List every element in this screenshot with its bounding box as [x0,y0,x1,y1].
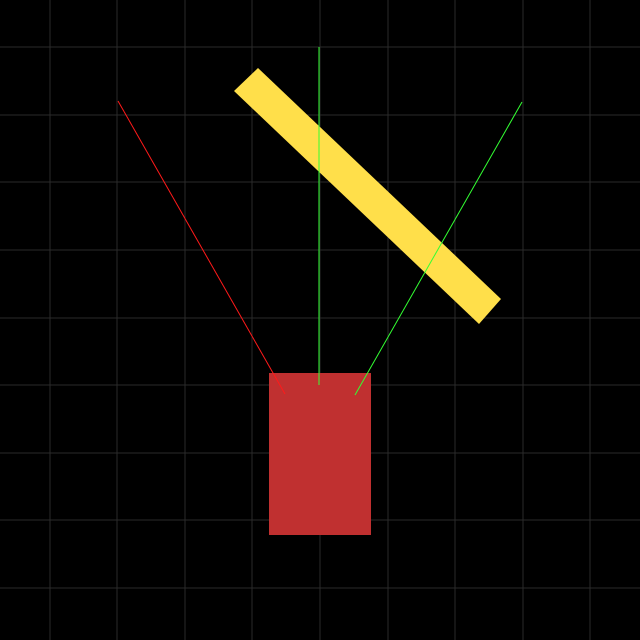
red-block [269,373,371,535]
red-ray [117,100,286,395]
yellow-bar [234,68,501,324]
green-ray-diagonal [354,101,523,396]
